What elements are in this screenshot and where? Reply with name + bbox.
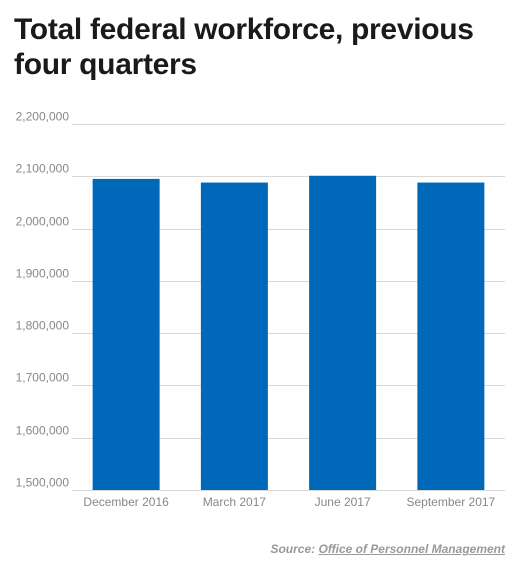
bar[interactable] bbox=[417, 182, 485, 490]
bar[interactable] bbox=[200, 182, 268, 490]
y-tick-label: 1,900,000 bbox=[16, 267, 70, 281]
y-axis-ticks: 1,500,000 1,600,000 1,700,000 1,800,000 1,90… bbox=[16, 110, 70, 490]
y-tick-label: 1,800,000 bbox=[16, 319, 70, 333]
x-tick-label: September 2017 bbox=[407, 495, 496, 509]
y-tick-label: 1,700,000 bbox=[16, 371, 70, 385]
y-tick-label: 2,100,000 bbox=[16, 162, 70, 176]
x-tick-label: December 2016 bbox=[83, 495, 169, 509]
x-axis-ticks: December 2016 March 2017 June 2017 Septembe… bbox=[83, 495, 495, 509]
y-tick-label: 2,000,000 bbox=[16, 215, 70, 229]
source-note: Source: Office of Personnel Management bbox=[270, 542, 505, 556]
bar[interactable] bbox=[92, 178, 160, 490]
y-tick-label: 1,500,000 bbox=[16, 476, 70, 490]
x-tick-label: March 2017 bbox=[203, 495, 267, 509]
chart-title: Total federal workforce, previous four q… bbox=[14, 13, 474, 81]
y-tick-label: 2,200,000 bbox=[16, 110, 70, 124]
source-label: Source: bbox=[270, 542, 316, 556]
bars bbox=[92, 175, 485, 490]
source-link[interactable]: Office of Personnel Management bbox=[318, 542, 506, 556]
bar[interactable] bbox=[309, 175, 377, 490]
y-tick-label: 1,600,000 bbox=[16, 424, 70, 438]
x-tick-label: June 2017 bbox=[315, 495, 371, 509]
